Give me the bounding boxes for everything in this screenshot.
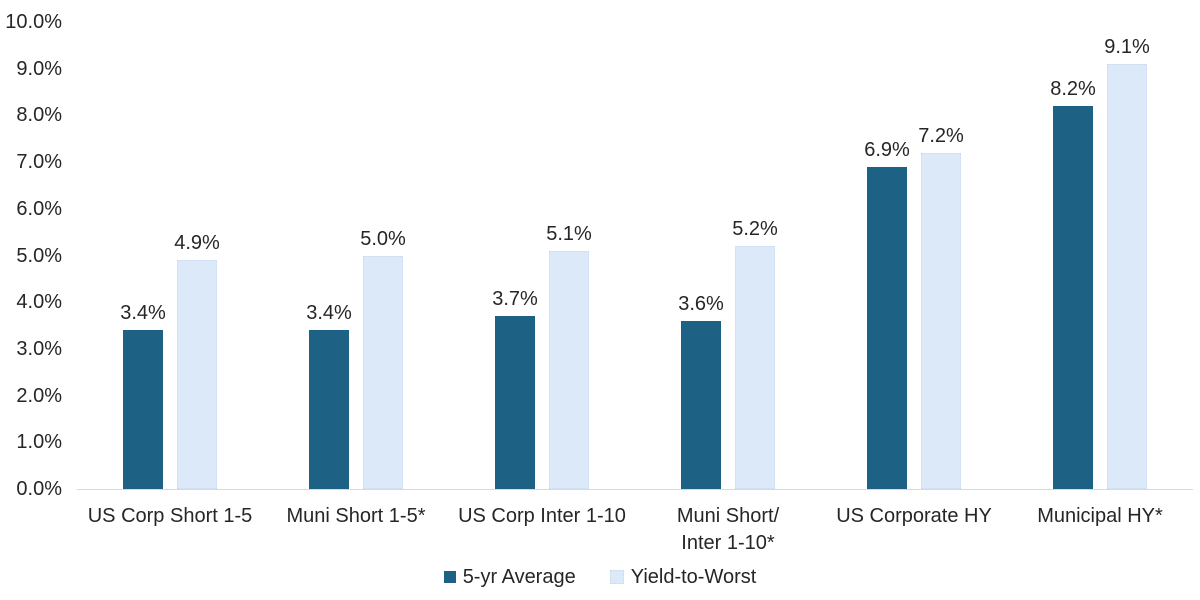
x-axis-category-label: US Corporate HY xyxy=(836,505,992,527)
bar-group: 6.9% 7.2% xyxy=(821,22,1007,489)
bar-5-yr-average xyxy=(681,320,721,489)
bar-yield-to-worst xyxy=(921,152,961,489)
y-axis-tick-label: 4.0% xyxy=(16,291,62,314)
y-axis-tick-label: 6.0% xyxy=(16,197,62,220)
legend-swatch-icon xyxy=(443,571,456,583)
bar-5-yr-average xyxy=(123,330,163,489)
bar-yield-to-worst xyxy=(1107,64,1147,489)
bar-column: 4.9% xyxy=(174,22,220,489)
x-axis-labels: US Corp Short 1-5 Muni Short 1-5* US Corp … xyxy=(77,503,1193,557)
bar-value-label: 8.2% xyxy=(1050,78,1096,101)
y-axis-tick-label: 9.0% xyxy=(16,57,62,80)
bar-group: 3.6% 5.2% xyxy=(635,22,821,489)
bar-value-label: 5.1% xyxy=(546,222,592,245)
bar-yield-to-worst xyxy=(177,260,217,489)
y-axis-tick-label: 7.0% xyxy=(16,151,62,174)
legend-item-5-yr-average: 5-yr Average xyxy=(443,565,576,589)
bar-column: 7.2% xyxy=(918,22,964,489)
bar-value-label: 3.4% xyxy=(120,302,166,325)
legend: 5-yr Average Yield-to-Worst xyxy=(0,565,1200,589)
x-axis-category-label: Municipal HY* xyxy=(1037,505,1163,527)
bar-column: 3.4% xyxy=(306,22,352,489)
legend-label: Yield-to-Worst xyxy=(630,566,757,588)
bar-column: 5.0% xyxy=(360,22,406,489)
bar-group: 3.4% 5.0% xyxy=(263,22,449,489)
x-axis-category-label: Muni Short/ Inter 1-10* xyxy=(676,505,780,554)
bar-value-label: 7.2% xyxy=(918,124,964,147)
bar-5-yr-average xyxy=(309,330,349,489)
bar-column: 5.2% xyxy=(732,22,778,489)
bar-value-label: 3.7% xyxy=(492,288,538,311)
bar-value-label: 9.1% xyxy=(1104,36,1150,59)
bar-yield-to-worst xyxy=(549,250,589,489)
legend-swatch-icon xyxy=(609,570,624,584)
bar-value-label: 3.4% xyxy=(306,302,352,325)
bar-5-yr-average xyxy=(495,316,535,489)
y-axis-tick-label: 0.0% xyxy=(16,478,62,500)
bar-column: 3.7% xyxy=(492,22,538,489)
y-axis-tick-label: 8.0% xyxy=(16,104,62,127)
x-axis-category-label: US Corp Inter 1-10 xyxy=(458,505,626,527)
y-axis-tick-label: 2.0% xyxy=(16,384,62,407)
bar-column: 3.4% xyxy=(120,22,166,489)
bar-column: 5.1% xyxy=(546,22,592,489)
x-axis-category-label: Muni Short 1-5* xyxy=(286,505,426,527)
bar-group: 3.4% 4.9% xyxy=(77,22,263,489)
bar-yield-to-worst xyxy=(363,255,403,489)
bar-value-label: 4.9% xyxy=(174,232,220,255)
bar-column: 9.1% xyxy=(1104,22,1150,489)
legend-label: 5-yr Average xyxy=(462,566,576,588)
bar-value-label: 6.9% xyxy=(864,138,910,161)
plot-area: 3.4% 4.9% 3.4% 5.0% 3.7% 5.1% 3.6% 5.2% 6.9% 7.2%… xyxy=(77,22,1193,490)
bar-column: 8.2% xyxy=(1050,22,1096,489)
bar-value-label: 3.6% xyxy=(678,292,724,315)
x-axis-category-label: US Corp Short 1-5 xyxy=(87,505,253,527)
bar-value-label: 5.2% xyxy=(732,218,778,241)
bar-group: 3.7% 5.1% xyxy=(449,22,635,489)
bar-group: 8.2% 9.1% xyxy=(1007,22,1193,489)
bar-value-label: 5.0% xyxy=(360,227,406,250)
y-axis-tick-label: 5.0% xyxy=(16,244,62,267)
bar-column: 3.6% xyxy=(678,22,724,489)
y-axis-tick-label: 1.0% xyxy=(16,431,62,454)
bar-column: 6.9% xyxy=(864,22,910,489)
legend-item-yield-to-worst: Yield-to-Worst xyxy=(609,565,757,589)
bar-5-yr-average xyxy=(867,166,907,489)
y-axis-tick-label: 10.0% xyxy=(5,11,62,33)
y-axis-tick-label: 3.0% xyxy=(16,337,62,360)
bar-yield-to-worst xyxy=(735,246,775,489)
bar-5-yr-average xyxy=(1053,106,1093,489)
